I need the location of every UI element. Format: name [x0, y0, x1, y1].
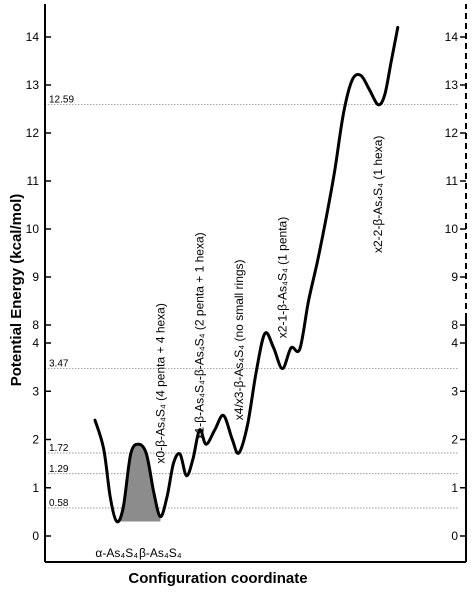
y-tick-label-left: 11 [27, 174, 40, 188]
y-tick-label-right: 3 [451, 384, 458, 398]
reference-lines: 0.58 1.29 1.72 3.47 12.59 [45, 95, 458, 509]
energy-curve-line [93, 25, 400, 524]
shaded-area [116, 444, 161, 522]
y-tick-label-left: 9 [32, 270, 39, 284]
y-tick-label-right: 11 [446, 174, 459, 188]
y-tick-label-right: 12 [445, 126, 459, 140]
y-tick-label-left: 8 [32, 318, 39, 332]
y-tick-label-right: 0 [451, 529, 458, 543]
y-tick-label-right: 13 [445, 78, 459, 92]
y-tick-label-left: 0 [32, 529, 39, 543]
y-axis-title: Potential Energy (kcal/mol) [8, 194, 25, 387]
y-tick-label-left: 4 [32, 336, 39, 350]
x-axis-title: Configuration coordinate [128, 570, 307, 587]
annotations: α-As₄S₄ β-As₄S₄ x0-β-As₄S₄ (4 penta + 4 he… [95, 136, 385, 560]
structure-label: x2-1-β-As₄S₄ (1 penta) [275, 217, 289, 338]
y-tick-label-right: 10 [445, 222, 459, 236]
y-tick-label-right: 1 [451, 481, 458, 495]
y-tick-label-left: 3 [32, 384, 39, 398]
reference-label: 3.47 [49, 359, 69, 370]
y-tick-label-left: 14 [26, 30, 40, 44]
energy-curve [93, 25, 400, 524]
y-tick-label-left: 1 [32, 481, 39, 495]
y-tick-label-right: 2 [451, 433, 458, 447]
y-tick-label-left: 2 [32, 433, 39, 447]
y-tick-label-left: 10 [26, 222, 40, 236]
reference-label: 1.72 [49, 443, 69, 454]
reference-label: 12.59 [49, 95, 74, 106]
minimum-label: β-As₄S₄ [139, 546, 182, 560]
y-tick-label-right: 14 [445, 30, 459, 44]
y-tick-label-left: 12 [26, 126, 40, 140]
axes [44, 4, 467, 563]
shaded-region [116, 444, 161, 522]
structure-label: x0-β-As₄S₄ (4 penta + 4 hexa) [153, 303, 167, 463]
minimum-label: α-As₄S₄ [95, 546, 138, 560]
structure-label: x1-β-As₄S₄-β-As₄S₄ (2 penta + 1 hexa) [193, 232, 207, 439]
reference-label: 0.58 [49, 498, 69, 509]
structure-label: x4/x3-β-As₄S₄ (no small rings) [232, 259, 246, 420]
y-tick-label-left: 13 [26, 78, 40, 92]
y-tick-label-right: 4 [451, 336, 458, 350]
y-tick-label-right: 9 [451, 270, 458, 284]
y-tick-label-right: 8 [451, 318, 458, 332]
reference-label: 1.29 [49, 464, 69, 475]
structure-label: x2-2-β-As₄S₄ (1 hexa) [371, 136, 385, 253]
